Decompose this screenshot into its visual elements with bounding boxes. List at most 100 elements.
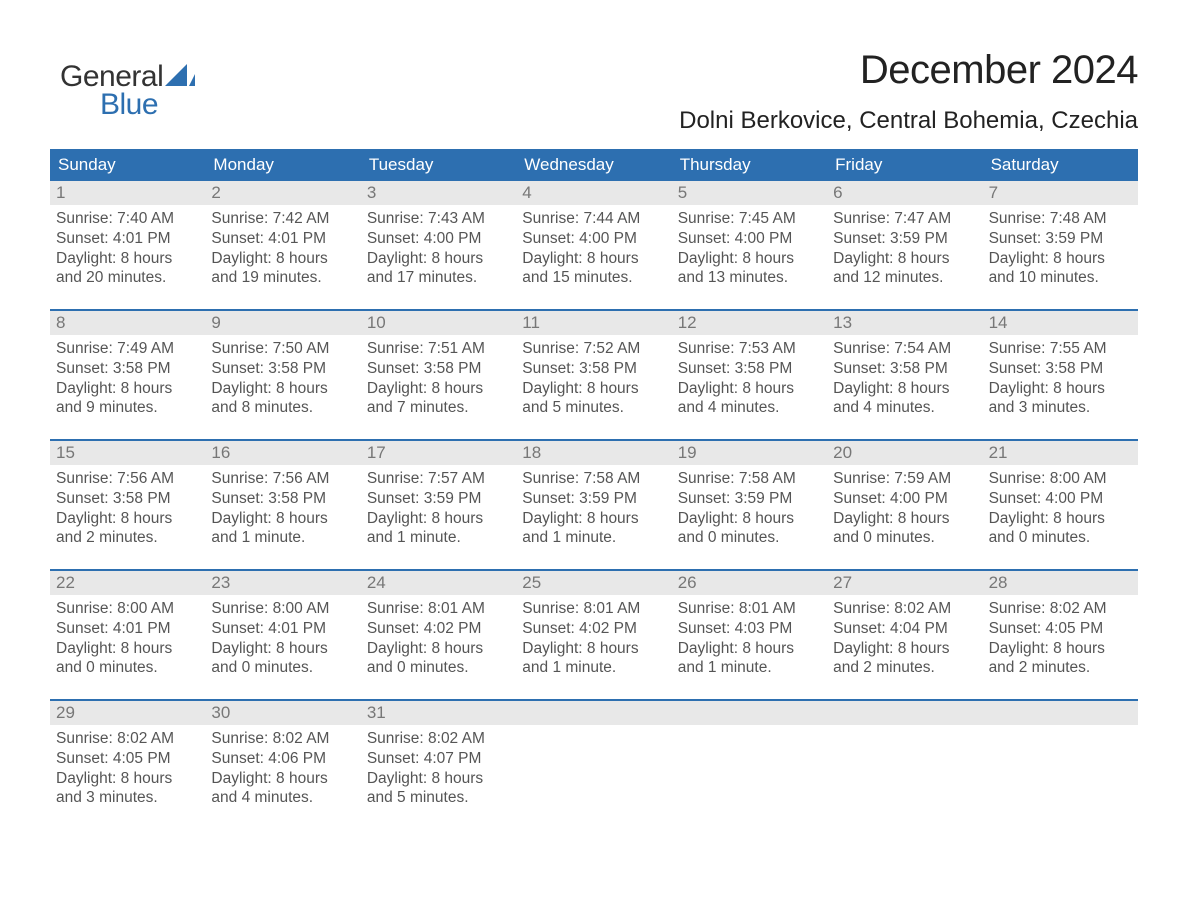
date-number: 1 bbox=[50, 181, 205, 205]
weekday-monday: Monday bbox=[205, 149, 360, 181]
day-cell bbox=[827, 725, 982, 813]
daylight-text: Daylight: 8 hours bbox=[367, 509, 508, 529]
date-number: 29 bbox=[50, 701, 205, 725]
daylight-text: and 2 minutes. bbox=[56, 528, 197, 548]
daylight-text: and 3 minutes. bbox=[56, 788, 197, 808]
sunset-text: Sunset: 3:58 PM bbox=[833, 359, 974, 379]
date-number bbox=[672, 701, 827, 725]
date-number: 4 bbox=[516, 181, 671, 205]
daylight-text: Daylight: 8 hours bbox=[56, 509, 197, 529]
daylight-text: and 17 minutes. bbox=[367, 268, 508, 288]
date-number: 10 bbox=[361, 311, 516, 335]
daylight-text: and 5 minutes. bbox=[367, 788, 508, 808]
sunrise-text: Sunrise: 8:02 AM bbox=[56, 729, 197, 749]
sunrise-text: Sunrise: 8:01 AM bbox=[522, 599, 663, 619]
date-number: 23 bbox=[205, 571, 360, 595]
date-number: 21 bbox=[983, 441, 1138, 465]
day-cell: Sunrise: 7:58 AMSunset: 3:59 PMDaylight:… bbox=[672, 465, 827, 553]
sunrise-text: Sunrise: 7:57 AM bbox=[367, 469, 508, 489]
daylight-text: and 15 minutes. bbox=[522, 268, 663, 288]
day-cell: Sunrise: 7:53 AMSunset: 3:58 PMDaylight:… bbox=[672, 335, 827, 423]
day-cell: Sunrise: 7:55 AMSunset: 3:58 PMDaylight:… bbox=[983, 335, 1138, 423]
daylight-text: and 3 minutes. bbox=[989, 398, 1130, 418]
calendar-page: General Blue December 2024 Dolni Berkovi… bbox=[0, 0, 1188, 918]
daylight-text: Daylight: 8 hours bbox=[833, 639, 974, 659]
sunset-text: Sunset: 4:07 PM bbox=[367, 749, 508, 769]
dates-row: 22232425262728 bbox=[50, 571, 1138, 595]
sunrise-text: Sunrise: 7:53 AM bbox=[678, 339, 819, 359]
date-number: 18 bbox=[516, 441, 671, 465]
daylight-text: and 0 minutes. bbox=[678, 528, 819, 548]
sunrise-text: Sunrise: 8:00 AM bbox=[56, 599, 197, 619]
daylight-text: and 1 minute. bbox=[367, 528, 508, 548]
daylight-text: Daylight: 8 hours bbox=[56, 639, 197, 659]
day-cell: Sunrise: 7:57 AMSunset: 3:59 PMDaylight:… bbox=[361, 465, 516, 553]
date-number: 26 bbox=[672, 571, 827, 595]
date-number: 25 bbox=[516, 571, 671, 595]
sunrise-text: Sunrise: 7:56 AM bbox=[211, 469, 352, 489]
daylight-text: and 0 minutes. bbox=[367, 658, 508, 678]
date-number: 31 bbox=[361, 701, 516, 725]
date-number: 8 bbox=[50, 311, 205, 335]
day-cell: Sunrise: 8:01 AMSunset: 4:03 PMDaylight:… bbox=[672, 595, 827, 683]
sunset-text: Sunset: 4:00 PM bbox=[833, 489, 974, 509]
sunset-text: Sunset: 3:58 PM bbox=[678, 359, 819, 379]
day-cell: Sunrise: 7:56 AMSunset: 3:58 PMDaylight:… bbox=[205, 465, 360, 553]
date-number: 12 bbox=[672, 311, 827, 335]
location-label: Dolni Berkovice, Central Bohemia, Czechi… bbox=[679, 107, 1138, 135]
calendar-week: 15161718192021Sunrise: 7:56 AMSunset: 3:… bbox=[50, 439, 1138, 553]
day-cell: Sunrise: 7:59 AMSunset: 4:00 PMDaylight:… bbox=[827, 465, 982, 553]
weekday-header-row: Sunday Monday Tuesday Wednesday Thursday… bbox=[50, 149, 1138, 181]
date-number: 7 bbox=[983, 181, 1138, 205]
day-cell: Sunrise: 7:58 AMSunset: 3:59 PMDaylight:… bbox=[516, 465, 671, 553]
top-bar: General Blue December 2024 Dolni Berkovi… bbox=[50, 40, 1138, 135]
daylight-text: Daylight: 8 hours bbox=[989, 249, 1130, 269]
daylight-text: and 19 minutes. bbox=[211, 268, 352, 288]
day-cell bbox=[983, 725, 1138, 813]
date-number: 19 bbox=[672, 441, 827, 465]
weekday-sunday: Sunday bbox=[50, 149, 205, 181]
day-cell: Sunrise: 7:54 AMSunset: 3:58 PMDaylight:… bbox=[827, 335, 982, 423]
date-number: 5 bbox=[672, 181, 827, 205]
weekday-saturday: Saturday bbox=[983, 149, 1138, 181]
sunrise-text: Sunrise: 7:54 AM bbox=[833, 339, 974, 359]
daylight-text: Daylight: 8 hours bbox=[56, 379, 197, 399]
day-cell: Sunrise: 8:00 AMSunset: 4:01 PMDaylight:… bbox=[205, 595, 360, 683]
date-number bbox=[516, 701, 671, 725]
calendar-week: 22232425262728 Sunrise: 8:00 AM Sunset: 4:… bbox=[50, 569, 1138, 683]
daylight-text: and 0 minutes. bbox=[211, 658, 352, 678]
sunset-text: Sunset: 4:02 PM bbox=[522, 619, 663, 639]
sunrise-text: Sunrise: 8:02 AM bbox=[833, 599, 974, 619]
daylight-text: Daylight: 8 hours bbox=[522, 509, 663, 529]
logo: General Blue bbox=[60, 60, 195, 122]
sunrise-text: Sunrise: 7:48 AM bbox=[989, 209, 1130, 229]
daylight-text: and 1 minute. bbox=[522, 528, 663, 548]
day-cell: Sunrise: 8:00 AMSunset: 4:01 PMDaylight:… bbox=[50, 595, 205, 683]
sunrise-text: Sunrise: 8:01 AM bbox=[678, 599, 819, 619]
calendar-week: 891011121314Sunrise: 7:49 AMSunset: 3:58… bbox=[50, 309, 1138, 423]
sunset-text: Sunset: 3:59 PM bbox=[833, 229, 974, 249]
daylight-text: Daylight: 8 hours bbox=[211, 509, 352, 529]
daylight-text: and 0 minutes. bbox=[833, 528, 974, 548]
sunset-text: Sunset: 4:01 PM bbox=[56, 229, 197, 249]
daylight-text: and 1 minute. bbox=[678, 658, 819, 678]
date-number bbox=[827, 701, 982, 725]
sunrise-text: Sunrise: 7:59 AM bbox=[833, 469, 974, 489]
info-row: Sunrise: 8:00 AM Sunset: 4:01 PM Daylight:… bbox=[50, 595, 1138, 683]
sunset-text: Sunset: 3:58 PM bbox=[211, 359, 352, 379]
day-cell bbox=[516, 725, 671, 813]
date-number: 13 bbox=[827, 311, 982, 335]
daylight-text: and 8 minutes. bbox=[211, 398, 352, 418]
date-number: 27 bbox=[827, 571, 982, 595]
sunset-text: Sunset: 4:01 PM bbox=[211, 619, 352, 639]
sunrise-text: Sunrise: 8:00 AM bbox=[989, 469, 1130, 489]
daylight-text: Daylight: 8 hours bbox=[989, 379, 1130, 399]
weekday-thursday: Thursday bbox=[672, 149, 827, 181]
daylight-text: and 10 minutes. bbox=[989, 268, 1130, 288]
sunset-text: Sunset: 3:59 PM bbox=[989, 229, 1130, 249]
day-cell: Sunrise: 7:51 AMSunset: 3:58 PMDaylight:… bbox=[361, 335, 516, 423]
daylight-text: Daylight: 8 hours bbox=[367, 639, 508, 659]
date-number: 15 bbox=[50, 441, 205, 465]
date-number: 6 bbox=[827, 181, 982, 205]
day-cell: Sunrise: 8:00 AMSunset: 4:00 PMDaylight:… bbox=[983, 465, 1138, 553]
